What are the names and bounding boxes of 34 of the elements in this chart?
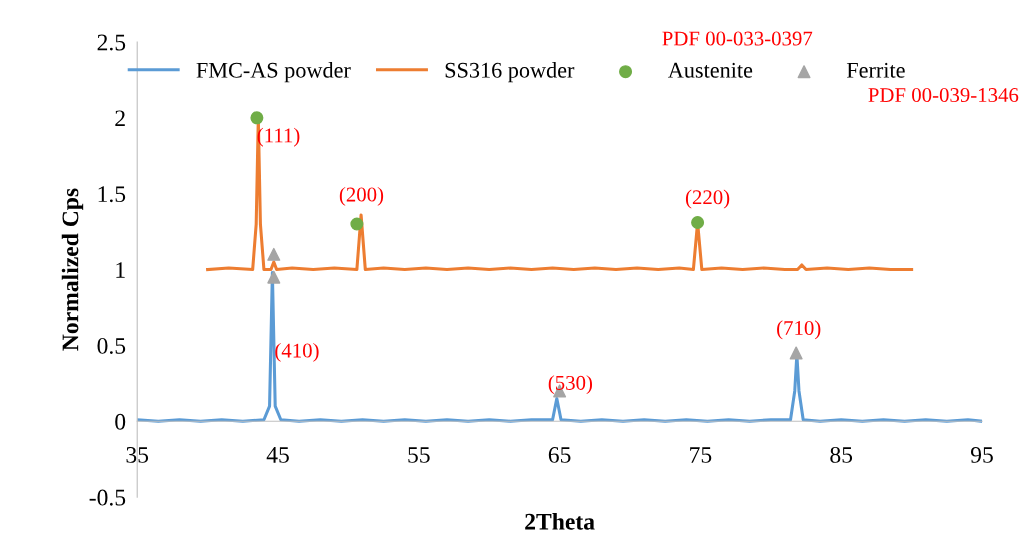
x-tick-label: 55	[408, 447, 430, 463]
point	[267, 270, 281, 284]
annotation: (410)	[275, 342, 319, 362]
point	[789, 346, 803, 360]
x-axis-title: 2Theta	[525, 513, 595, 530]
legend-label: Ferrite	[846, 62, 905, 78]
y-tick-label: 1	[116, 262, 125, 278]
x-tick-label: 35	[126, 447, 149, 463]
annotation: (530)	[548, 375, 593, 395]
annotation: PDF 00-039-1346	[868, 88, 1019, 103]
point	[250, 111, 264, 125]
legend-label: SS316 powder	[445, 62, 575, 83]
legend-label: FMC-AS powder	[196, 62, 351, 83]
x-tick-label: 95	[970, 447, 993, 463]
y-tick-label: 1.5	[98, 186, 126, 203]
y-tick-label: -0.5	[89, 489, 126, 506]
x-tick-label: 45	[266, 447, 289, 463]
y-tick-label: 2.5	[97, 34, 126, 51]
x-tick-label: 65	[548, 447, 571, 463]
point	[267, 247, 281, 261]
y-tick-label: 0	[115, 413, 126, 430]
annotation: (200)	[339, 186, 384, 206]
x-tick-label: 75	[690, 447, 712, 463]
y-tick-label: 2	[115, 110, 125, 127]
point	[691, 216, 705, 230]
x-tick-label: 85	[830, 446, 853, 463]
annotation: PDF 00-033-0397	[662, 31, 813, 46]
annotation: (220)	[685, 189, 730, 209]
point	[350, 217, 364, 231]
annotation: (710)	[777, 320, 821, 340]
y-tick-label: 0.5	[97, 337, 126, 354]
legend-label: Austenite	[667, 62, 753, 78]
line-series	[137, 271, 983, 423]
y-axis-title: Normalized Cps	[61, 188, 84, 351]
